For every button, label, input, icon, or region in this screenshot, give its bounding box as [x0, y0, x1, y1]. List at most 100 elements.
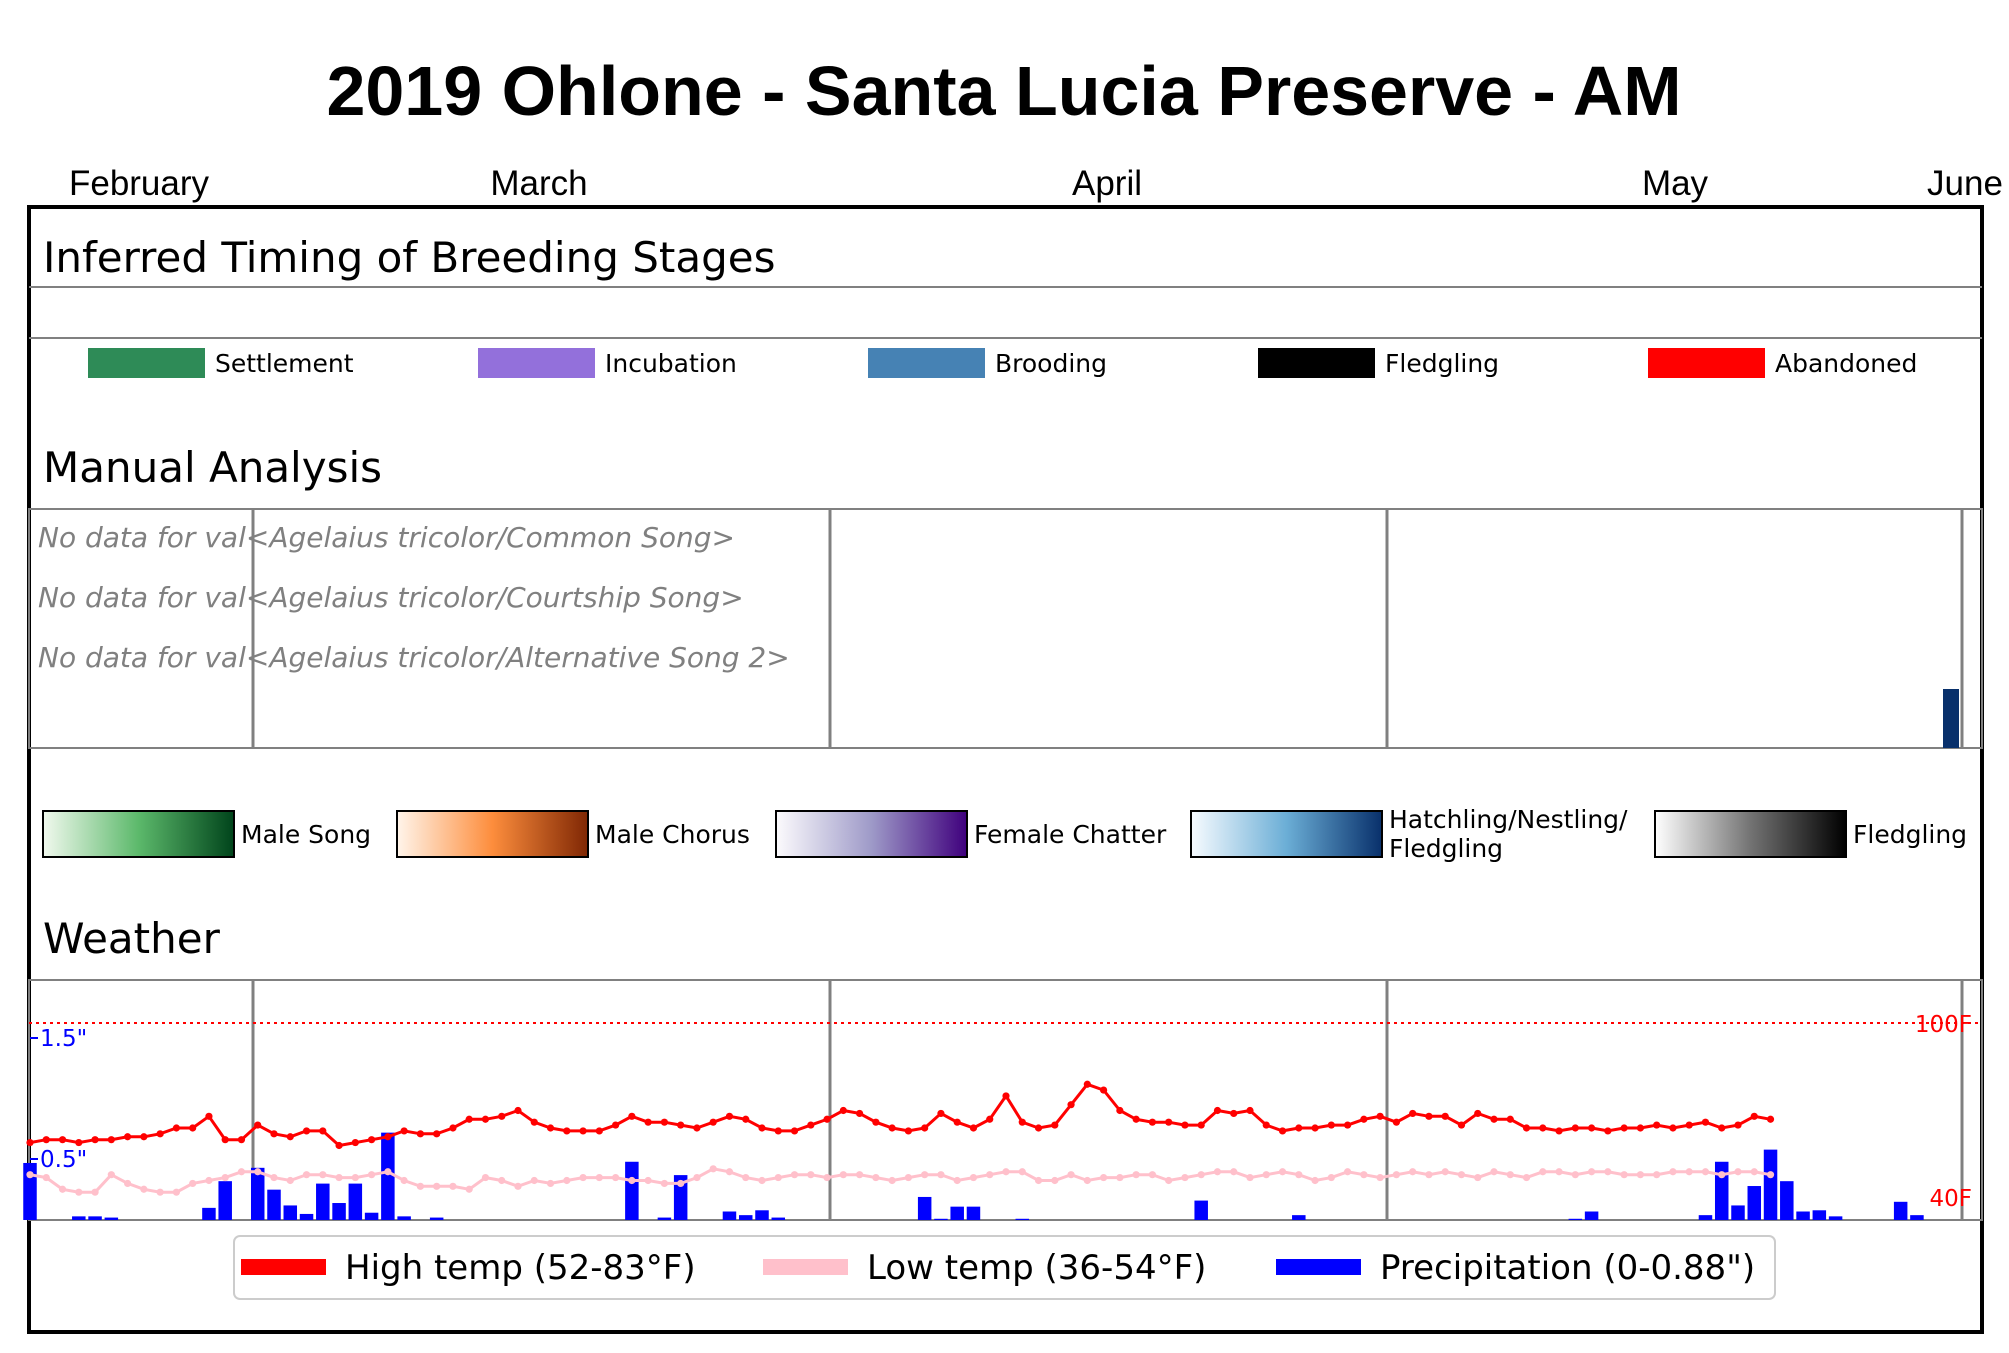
high-temp-point	[449, 1124, 457, 1132]
high-temp-point	[1734, 1121, 1742, 1129]
colorbar-male-song	[42, 810, 235, 858]
precip-bar	[917, 1196, 932, 1220]
low-temp-point	[1034, 1176, 1043, 1185]
low-temp-point	[1409, 1168, 1417, 1176]
precip-bar	[348, 1183, 363, 1220]
precip-bar	[1747, 1186, 1762, 1220]
high-temp-point	[1392, 1118, 1400, 1126]
precip-bar	[429, 1217, 444, 1220]
high-temp-point	[1360, 1115, 1368, 1123]
low-temp-point	[400, 1176, 408, 1185]
high-temp-point	[26, 1138, 34, 1147]
high-temp-point	[1620, 1124, 1628, 1132]
precip-bar	[267, 1189, 281, 1220]
low-temp-point	[1246, 1173, 1254, 1182]
precip-bar	[1292, 1215, 1306, 1220]
colorbar-label-male-song: Male Song	[241, 820, 371, 849]
low-temp-point	[1425, 1171, 1433, 1179]
low-temp-point	[1295, 1171, 1303, 1179]
precip-bar	[1812, 1210, 1827, 1220]
colorbar-label-male-chorus: Male Chorus	[595, 820, 750, 849]
low-temp-point	[172, 1188, 180, 1196]
precip-axis-mid-label: 0.5"	[40, 1147, 87, 1173]
low-temp-point	[286, 1176, 294, 1185]
high-temp-point	[1539, 1124, 1547, 1132]
high-temp-point	[709, 1118, 717, 1126]
low-temp-point	[969, 1173, 978, 1182]
no-data-message-alternative-song: No data for val<Agelaius tricolor/Altern…	[38, 641, 790, 674]
high-temp-point	[1636, 1124, 1644, 1132]
precip-bar	[934, 1218, 948, 1220]
high-temp-point	[1425, 1112, 1433, 1120]
high-temp-point	[546, 1124, 555, 1132]
low-temp-point	[368, 1171, 376, 1179]
high-temp-point	[953, 1118, 961, 1126]
month-label-march: March	[490, 164, 587, 203]
low-temp-point	[1620, 1171, 1628, 1179]
precip-bar	[23, 1162, 37, 1220]
no-data-message-common-song: No data for val<Agelaius tricolor/Common…	[38, 521, 735, 554]
low-temp-point	[1490, 1168, 1498, 1176]
precip-bar	[381, 1132, 395, 1220]
low-temp-point	[1327, 1173, 1335, 1182]
stage-swatch-fledgling	[1258, 348, 1375, 378]
high-temp-point	[465, 1115, 473, 1123]
high-temp-point	[156, 1130, 164, 1138]
high-temp-point	[888, 1124, 896, 1132]
low-temp-point	[774, 1173, 782, 1182]
low-temp-point	[1571, 1171, 1579, 1179]
low-temp-point	[189, 1179, 197, 1188]
high-temp-point	[677, 1121, 685, 1129]
high-temp-point	[42, 1136, 50, 1144]
low-temp-point	[481, 1173, 490, 1182]
low-temp-point	[205, 1176, 213, 1185]
high-temp-point	[1522, 1124, 1531, 1132]
low-temp-point	[1555, 1168, 1563, 1176]
weather-panel	[28, 979, 1983, 1221]
high-temp-point	[1604, 1127, 1612, 1135]
high-temp-point	[75, 1138, 83, 1147]
high-temp-point	[1701, 1118, 1710, 1126]
high-temp-point	[1718, 1124, 1726, 1132]
high-temp-point	[384, 1133, 392, 1141]
high-temp-point	[237, 1136, 246, 1144]
high-temp-point	[856, 1109, 864, 1118]
high-temp-point	[1669, 1124, 1677, 1132]
precip-bar	[738, 1215, 753, 1220]
high-temp-point	[644, 1118, 652, 1126]
low-temp-point	[1165, 1176, 1173, 1185]
high-temp-point	[433, 1130, 441, 1138]
precip-bar	[1194, 1200, 1208, 1220]
high-temp-point	[514, 1106, 522, 1115]
precip-bar	[218, 1181, 232, 1220]
low-temp-point	[1766, 1171, 1775, 1179]
high-temp-legend-label: High temp (52-83°F)	[345, 1248, 696, 1288]
low-temp-point	[644, 1176, 652, 1185]
weather-plot	[23, 1080, 1924, 1220]
low-temp-point	[904, 1173, 913, 1182]
low-temp-point	[1718, 1171, 1726, 1179]
precip-bar	[755, 1210, 769, 1220]
low-temp-point	[807, 1171, 815, 1179]
precip-bar	[722, 1211, 737, 1220]
precip-bar	[1763, 1149, 1778, 1220]
low-temp-point	[384, 1168, 392, 1176]
high-temp-point	[1051, 1121, 1059, 1129]
high-temp-point	[872, 1118, 880, 1126]
colorbar-male-chorus	[396, 810, 589, 858]
high-temp-point	[1295, 1124, 1303, 1132]
low-temp-point	[758, 1176, 766, 1185]
precip-bar	[673, 1175, 688, 1220]
high-temp-point	[481, 1115, 490, 1123]
low-temp-point	[498, 1176, 506, 1185]
high-temp-point	[1262, 1121, 1270, 1129]
month-label-february: February	[69, 164, 210, 203]
precip-bar	[283, 1205, 298, 1220]
figure-title: 2019 Ohlone - Santa Lucia Preserve - AM	[326, 52, 1681, 130]
low-temp-point	[433, 1182, 441, 1190]
high-temp-point	[1100, 1086, 1108, 1094]
low-temp-point	[1636, 1171, 1644, 1179]
precip-bar	[332, 1203, 346, 1220]
precip-bar	[771, 1217, 786, 1220]
high-temp-point	[416, 1130, 424, 1138]
